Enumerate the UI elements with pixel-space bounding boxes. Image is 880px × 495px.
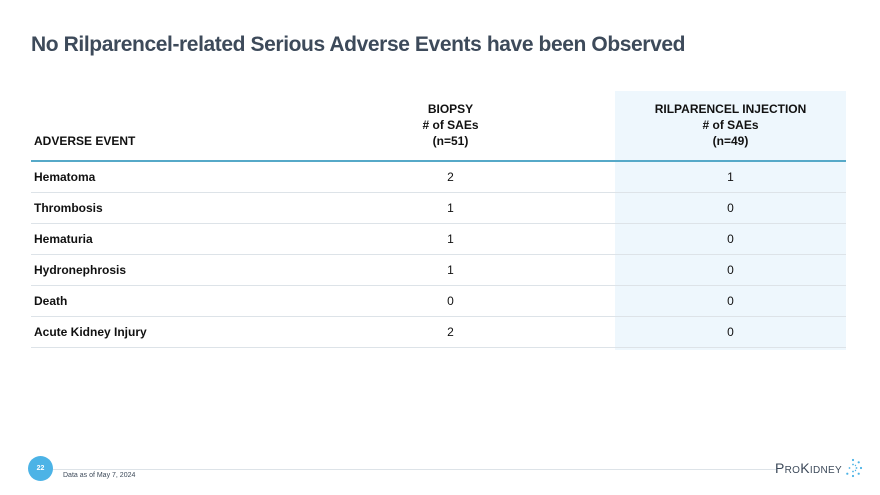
table-row: Hematoma 2 1 [31, 161, 846, 193]
table-row: Death 0 0 [31, 285, 846, 317]
adverse-events-table: ADVERSE EVENT BIOPSY # of SAEs (n=51) RI… [31, 91, 846, 348]
rilparencel-count: 0 [615, 192, 846, 224]
rilparencel-count: 0 [615, 316, 846, 348]
event-name: Death [31, 285, 286, 317]
prokidney-logo: ProKidney [775, 456, 863, 480]
header-adverse-event: ADVERSE EVENT [31, 91, 286, 162]
rilparencel-count: 0 [615, 254, 846, 286]
event-name: Thrombosis [31, 192, 286, 224]
header-biopsy-title: BIOPSY [427, 102, 474, 116]
biopsy-count: 1 [286, 254, 615, 286]
slide-title: No Rilparencel-related Serious Adverse E… [31, 33, 686, 56]
table-row: Hydronephrosis 1 0 [31, 254, 846, 286]
event-name: Hematuria [31, 223, 286, 255]
biopsy-count: 1 [286, 192, 615, 224]
event-name: Hydronephrosis [31, 254, 286, 286]
biopsy-count: 0 [286, 285, 615, 317]
biopsy-count: 2 [286, 161, 615, 193]
event-name: Acute Kidney Injury [31, 316, 286, 348]
table-row: Thrombosis 1 0 [31, 192, 846, 224]
header-biopsy-n: (n=51) [432, 134, 469, 148]
header-rilparencel-n: (n=49) [712, 134, 749, 148]
table-row: Acute Kidney Injury 2 0 [31, 316, 846, 348]
biopsy-count: 1 [286, 223, 615, 255]
header-rilparencel: RILPARENCEL INJECTION # of SAEs (n=49) [615, 91, 846, 162]
rilparencel-count: 0 [615, 285, 846, 317]
logo-wordmark: ProKidney [775, 460, 842, 476]
footnote: Data as of May 7, 2024 [63, 472, 136, 479]
header-biopsy: BIOPSY # of SAEs (n=51) [286, 91, 615, 162]
adverse-events-table-wrap: ADVERSE EVENT BIOPSY # of SAEs (n=51) RI… [31, 91, 846, 350]
event-name: Hematoma [31, 161, 286, 193]
rilparencel-count: 1 [615, 161, 846, 193]
table-header-row: ADVERSE EVENT BIOPSY # of SAEs (n=51) RI… [31, 91, 846, 162]
footer-divider [40, 469, 776, 470]
header-biopsy-metric: # of SAEs [422, 118, 479, 132]
biopsy-count: 2 [286, 316, 615, 348]
page-number-badge: 22 [28, 456, 53, 481]
dotted-circle-logo-icon [846, 458, 863, 478]
header-rilparencel-metric: # of SAEs [702, 118, 759, 132]
table-row: Hematuria 1 0 [31, 223, 846, 255]
rilparencel-count: 0 [615, 223, 846, 255]
header-rilparencel-title: RILPARENCEL INJECTION [654, 102, 807, 116]
